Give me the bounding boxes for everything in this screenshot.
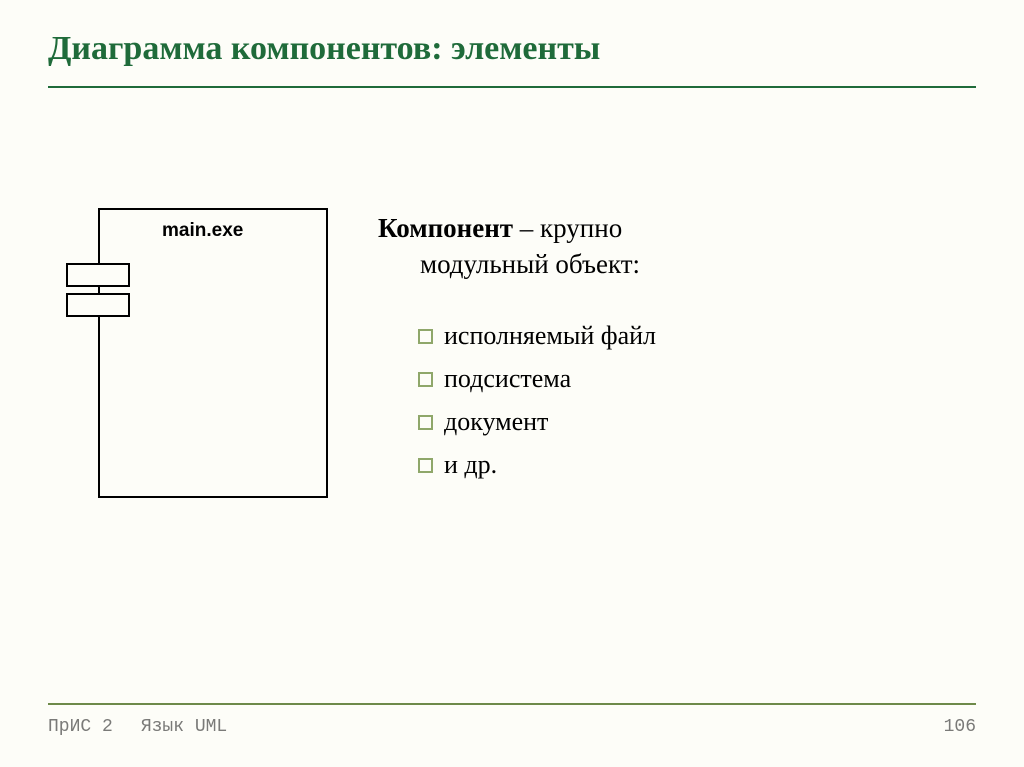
uml-component: main.exe <box>98 208 328 498</box>
uml-component-tab-top <box>66 263 130 287</box>
slide-content: main.exe Компонент – крупномодульный объ… <box>48 108 976 498</box>
list-item: и др. <box>418 444 956 487</box>
definition-term: Компонент <box>378 213 513 243</box>
definition: Компонент – крупномодульный объект: <box>368 210 956 283</box>
text-area: Компонент – крупномодульный объект: испо… <box>368 208 976 486</box>
slide-title: Диаграмма компонентов: элементы <box>48 30 976 88</box>
slide: Диаграмма компонентов: элементы main.exe… <box>0 0 1024 767</box>
footer-left: ПрИС 2 <box>48 717 113 737</box>
uml-component-label: main.exe <box>162 220 243 242</box>
list-item: исполняемый файл <box>418 315 956 358</box>
diagram-area: main.exe <box>48 208 328 498</box>
definition-dash: – <box>520 213 534 243</box>
uml-component-rect: main.exe <box>98 208 328 498</box>
footer: ПрИС 2 Язык UML 106 <box>48 703 976 737</box>
list-item: документ <box>418 401 956 444</box>
bullet-list: исполняемый файл подсистема документ и д… <box>368 283 956 487</box>
list-item: подсистема <box>418 358 956 401</box>
uml-component-tab-bottom <box>66 293 130 317</box>
footer-center: Язык UML <box>141 717 227 737</box>
footer-page-number: 106 <box>944 717 976 737</box>
